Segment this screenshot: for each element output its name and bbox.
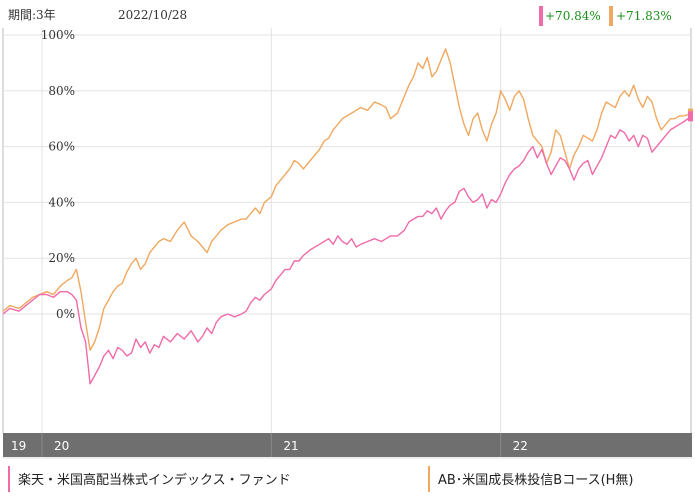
legend-label-series-1: 楽天・米国高配当株式インデックス・ファンド (18, 472, 291, 488)
legend-swatch-series-1 (8, 466, 10, 492)
y-tick-label: 100% (41, 28, 75, 42)
legend-label-series-2: AB･米国成長株投信Bコース(H無) (438, 472, 634, 488)
return-marker-series-1 (539, 6, 543, 26)
x-axis-ticks: 19 20 21 22 (11, 433, 528, 457)
x-tick-label: 20 (54, 439, 69, 453)
period-label: 期間:3年 (8, 8, 56, 22)
return-value-series-1: +70.84% (545, 9, 601, 23)
y-tick-label: 80% (48, 84, 75, 98)
y-tick-label: 40% (48, 195, 75, 209)
y-axis-ticks: 100% 80% 60% 40% 20% 0% (41, 28, 75, 321)
legend-swatch-series-2 (428, 466, 430, 492)
return-marker-series-2 (609, 6, 613, 26)
return-value-series-2: +71.83% (616, 9, 672, 23)
x-axis-bar (3, 433, 692, 457)
series-line-1 (2, 115, 692, 385)
series-line-2 (2, 48, 692, 351)
series-lines (2, 48, 692, 385)
series-end-marker-1 (688, 111, 693, 122)
y-tick-label: 0% (56, 307, 75, 321)
x-tick-label: 22 (513, 439, 528, 453)
chart-date: 2022/10/28 (118, 8, 187, 22)
x-tick-label: 21 (283, 439, 298, 453)
grid-lines (3, 28, 691, 433)
y-tick-label: 60% (48, 140, 75, 154)
series-end-markers (688, 108, 693, 122)
x-tick-label: 19 (11, 439, 26, 453)
y-tick-label: 20% (48, 251, 75, 265)
